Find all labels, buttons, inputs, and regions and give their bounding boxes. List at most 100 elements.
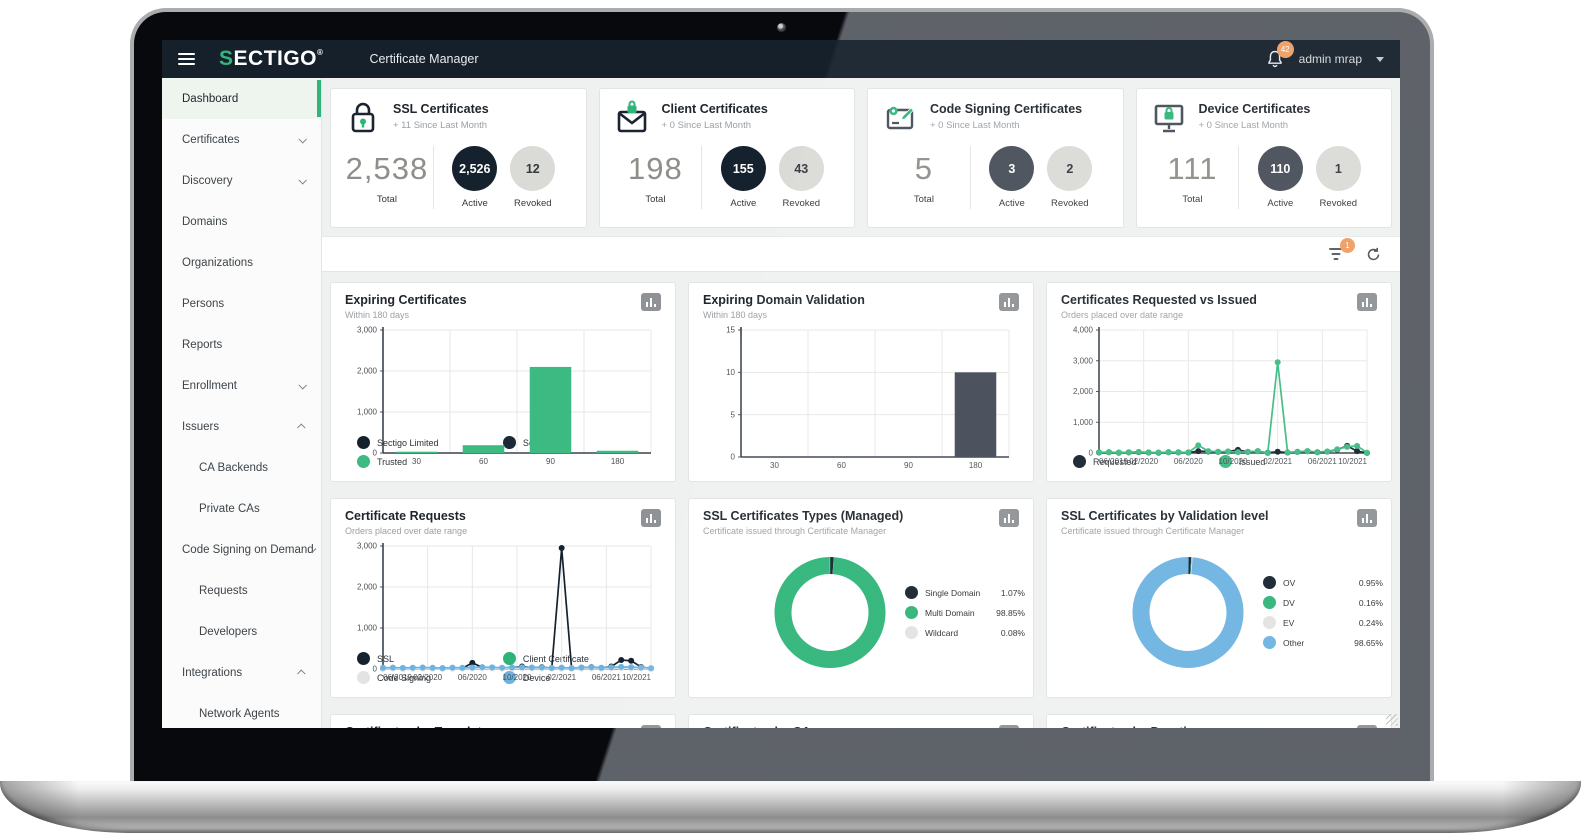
chart-card-expiring-certificates: Expiring Certificates Within 180 days 0 1… (330, 282, 676, 482)
stat-revoked-circle: 43 (778, 146, 824, 191)
chart-options-icon[interactable] (641, 509, 661, 527)
stat-title: Code Signing Certificates (930, 102, 1083, 116)
legend-color-dot (502, 652, 516, 665)
code-signing-icon (886, 106, 914, 130)
svg-text:10/2020: 10/2020 (1219, 457, 1248, 466)
donut-chart (1113, 545, 1263, 680)
legend-item: Multi Domain 98.85% (905, 606, 1025, 619)
sidebar-item-integrations[interactable]: Integrations (162, 652, 321, 693)
sidebar-item-persons[interactable]: Persons (182, 297, 225, 310)
sidebar-item-code-signing-on-demand[interactable]: Code Signing on Demand (162, 529, 321, 570)
sidebar-item-developers[interactable]: Developers (199, 625, 258, 638)
legend-item: Sectigo Limited (357, 433, 503, 452)
svg-text:2,000: 2,000 (1073, 387, 1094, 396)
svg-text:02/2021: 02/2021 (547, 673, 576, 682)
hamburger-menu-icon[interactable] (178, 53, 195, 65)
legend-item: EV 0.24% (1263, 616, 1383, 629)
legend-color-dot (905, 626, 918, 639)
sidebar-item-ca-backends[interactable]: CA Backends (199, 461, 269, 474)
stat-card-client: Client Certificates + 0 Since Last Month… (598, 88, 855, 228)
logo-s: S (219, 47, 234, 70)
chart-options-icon[interactable] (641, 725, 661, 728)
svg-text:4,000: 4,000 (1073, 326, 1094, 335)
chart-options-icon[interactable] (1357, 725, 1377, 728)
sidebar-item-private-cas[interactable]: Private CAs (199, 502, 260, 515)
chart-options-icon[interactable] (999, 293, 1019, 311)
stat-total-label: Total (645, 193, 666, 205)
legend-color-dot (1073, 455, 1086, 468)
sidebar-item-organizations[interactable]: Organizations (182, 256, 253, 269)
chart-title: Certificates by Template (345, 725, 641, 728)
svg-text:180: 180 (611, 457, 625, 466)
legend-color-dot (357, 671, 370, 684)
logo-text: ECTIGO (233, 47, 318, 70)
user-name[interactable]: admin mrap (1298, 52, 1362, 66)
stat-card-code-signing: Code Signing Certificates + 0 Since Last… (867, 88, 1124, 228)
stat-active-circle: 3 (989, 146, 1035, 191)
svg-text:10/2020: 10/2020 (503, 673, 532, 682)
resize-handle[interactable] (1386, 714, 1398, 726)
chart-title: SSL Certificates by Validation level (1061, 509, 1269, 523)
svg-text:90: 90 (904, 461, 913, 470)
stat-revoked-circle: 2 (1047, 146, 1093, 191)
stat-revoked-circle: 1 (1315, 146, 1361, 191)
refresh-icon[interactable] (1365, 246, 1382, 263)
sidebar-item-discovery[interactable]: Discovery (162, 160, 321, 201)
stat-revoked-circle: 12 (510, 146, 556, 191)
sidebar-item-reports[interactable]: Reports (182, 338, 223, 351)
svg-text:02/2020: 02/2020 (1129, 457, 1158, 466)
sidebar-item-certificates[interactable]: Certificates (162, 119, 321, 160)
notification-bell-icon[interactable]: 42 (1265, 41, 1294, 69)
webcam-dot (777, 23, 786, 32)
stat-total-value: 111 (1167, 150, 1218, 186)
legend-color-dot (357, 455, 370, 468)
sidebar-item-network-agents[interactable]: Network Agents (199, 707, 280, 720)
user-menu-caret-icon[interactable] (1376, 56, 1384, 62)
chart-subtitle: Within 180 days (345, 310, 410, 320)
chart-title: Expiring Certificates (345, 293, 467, 307)
chart-options-icon[interactable] (999, 509, 1019, 527)
svg-text:10: 10 (726, 368, 735, 377)
chart-options-icon[interactable] (641, 293, 661, 311)
chart-card-by-ca: Certificates by CA (688, 714, 1034, 728)
svg-text:10/2021: 10/2021 (1338, 457, 1367, 466)
filter-icon[interactable]: 1 (1327, 238, 1355, 261)
chart-subtitle: Certificate issued through Certificate M… (1061, 526, 1245, 536)
chart-options-icon[interactable] (999, 725, 1019, 728)
sidebar-item-dashboard[interactable]: Dashboard (162, 78, 321, 119)
sidebar-item-enrollment[interactable]: Enrollment (162, 365, 321, 406)
stat-total-label: Total (913, 193, 934, 205)
svg-text:5: 5 (731, 410, 736, 419)
chart-options-icon[interactable] (1357, 293, 1377, 311)
stat-active-circle: 2,526 (452, 146, 498, 191)
notification-badge: 42 (1276, 41, 1294, 58)
registered-mark: ® (317, 48, 324, 57)
stat-card-device: Device Certificates + 0 Since Last Month… (1135, 88, 1392, 228)
legend-color-dot (1263, 616, 1276, 629)
chart-options-icon[interactable] (1357, 509, 1377, 527)
chart-subtitle: Orders placed over date range (345, 526, 468, 536)
legend-color-dot (357, 436, 370, 449)
chart-title: Certificates by CA (703, 725, 999, 728)
svg-text:60: 60 (837, 461, 846, 470)
sidebar-item-requests[interactable]: Requests (199, 584, 248, 597)
svg-text:30: 30 (412, 457, 421, 466)
sidebar-item-issuers[interactable]: Issuers (162, 406, 321, 447)
ssl-lock-icon (351, 102, 375, 133)
svg-text:3,000: 3,000 (1073, 356, 1094, 365)
client-envelope-lock-icon (617, 100, 646, 133)
chart-title: Certificate Requests (345, 509, 466, 523)
legend-item: Issued (1218, 452, 1365, 471)
sidebar-item-domains[interactable]: Domains (182, 215, 228, 228)
stat-total-value: 2,538 (345, 150, 429, 186)
chart-card-ssl-types: SSL Certificates Types (Managed) Certifi… (688, 498, 1034, 698)
chevron-down-icon (298, 175, 307, 185)
sidebar-nav: Dashboard Certificates Discovery Domains… (162, 78, 322, 728)
donut-chart (755, 545, 905, 680)
legend-item: OV 0.95% (1263, 576, 1383, 589)
stat-cards-row: SSL Certificates + 11 Since Last Month 2… (322, 78, 1400, 236)
svg-text:90: 90 (546, 457, 555, 466)
legend-item: Device (502, 668, 649, 687)
chart-title: Certificates by Duration (1061, 725, 1357, 728)
stat-total-label: Total (1182, 193, 1203, 205)
